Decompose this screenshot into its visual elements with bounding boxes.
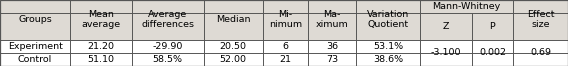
Bar xyxy=(0,0,568,40)
Text: 38.6%: 38.6% xyxy=(373,55,403,64)
Text: 53.1%: 53.1% xyxy=(373,42,403,51)
Text: 0.69: 0.69 xyxy=(530,48,551,57)
Text: Effect
size: Effect size xyxy=(527,10,554,29)
Text: 36: 36 xyxy=(326,42,338,51)
Text: 58.5%: 58.5% xyxy=(153,55,183,64)
Text: Average
differences: Average differences xyxy=(141,10,194,29)
Text: Ma-
ximum: Ma- ximum xyxy=(316,10,349,29)
Text: 0.002: 0.002 xyxy=(479,48,506,57)
Text: Experiment: Experiment xyxy=(7,42,62,51)
Text: Groups: Groups xyxy=(18,15,52,24)
Text: -29.90: -29.90 xyxy=(153,42,183,51)
Text: 52.00: 52.00 xyxy=(220,55,247,64)
Text: Control: Control xyxy=(18,55,52,64)
Text: 73: 73 xyxy=(326,55,338,64)
Text: -3.100: -3.100 xyxy=(431,48,461,57)
Text: Z: Z xyxy=(442,22,449,31)
Text: 6: 6 xyxy=(282,42,289,51)
Text: 21: 21 xyxy=(279,55,291,64)
Text: Median: Median xyxy=(216,15,250,24)
Text: 20.50: 20.50 xyxy=(220,42,247,51)
Text: Variation
Quotient: Variation Quotient xyxy=(367,10,409,29)
Text: 51.10: 51.10 xyxy=(87,55,114,64)
Text: P: P xyxy=(490,22,495,31)
Text: 21.20: 21.20 xyxy=(87,42,114,51)
Text: Mean
average: Mean average xyxy=(81,10,120,29)
Text: Mann-Whitney: Mann-Whitney xyxy=(432,2,500,11)
Text: Mi-
nimum: Mi- nimum xyxy=(269,10,302,29)
